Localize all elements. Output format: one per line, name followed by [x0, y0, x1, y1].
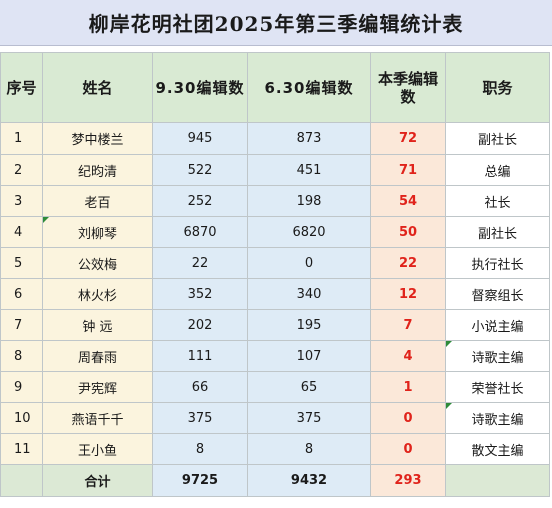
name-cell[interactable]: 燕语千千 — [42, 402, 153, 434]
quarter-count-cell[interactable]: 12 — [370, 278, 446, 310]
jun-count-cell[interactable]: 8 — [247, 433, 371, 465]
sep-count-cell[interactable]: 352 — [152, 278, 248, 310]
seq-cell[interactable]: 1 — [0, 122, 43, 155]
header-jun-count[interactable]: 6.30编辑数 — [247, 52, 371, 123]
quarter-count-cell[interactable]: 0 — [370, 433, 446, 465]
table-row: 4 刘柳琴 6870 6820 50 副社长 — [0, 216, 550, 248]
quarter-count-cell[interactable]: 22 — [370, 247, 446, 279]
sep-count-cell[interactable]: 6870 — [152, 216, 248, 248]
name-cell[interactable]: 周春雨 — [42, 340, 153, 372]
seq-cell[interactable]: 5 — [0, 247, 43, 279]
role-cell[interactable]: 执行社长 — [445, 247, 550, 279]
sep-count-cell[interactable]: 8 — [152, 433, 248, 465]
quarter-count-cell[interactable]: 7 — [370, 309, 446, 341]
table-row: 5 公效梅 22 0 22 执行社长 — [0, 247, 550, 279]
table-row: 3 老百 252 198 54 社长 — [0, 185, 550, 217]
sep-count-cell[interactable]: 202 — [152, 309, 248, 341]
quarter-count-cell[interactable]: 1 — [370, 371, 446, 403]
total-row: 合计 9725 9432 293 — [0, 464, 550, 497]
table-row: 10 燕语千千 375 375 0 诗歌主编 — [0, 402, 550, 434]
role-cell[interactable]: 诗歌主编 — [445, 402, 550, 434]
role-cell[interactable]: 副社长 — [445, 122, 550, 155]
jun-count-cell[interactable]: 107 — [247, 340, 371, 372]
role-cell[interactable]: 督察组长 — [445, 278, 550, 310]
total-jun-count[interactable]: 9432 — [247, 464, 371, 497]
name-cell[interactable]: 老百 — [42, 185, 153, 217]
jun-count-cell[interactable]: 65 — [247, 371, 371, 403]
total-label[interactable]: 合计 — [42, 464, 153, 497]
seq-cell[interactable]: 4 — [0, 216, 43, 248]
name-cell[interactable]: 王小鱼 — [42, 433, 153, 465]
role-cell[interactable]: 荣誉社长 — [445, 371, 550, 403]
role-cell[interactable]: 诗歌主编 — [445, 340, 550, 372]
sep-count-cell[interactable]: 522 — [152, 154, 248, 186]
spacer — [0, 46, 552, 52]
header-role[interactable]: 职务 — [445, 52, 550, 123]
seq-cell[interactable]: 3 — [0, 185, 43, 217]
table-row: 8 周春雨 111 107 4 诗歌主编 — [0, 340, 550, 372]
edit-stats-table: 序号 姓名 9.30编辑数 6.30编辑数 本季编辑数 职务 1 梦中楼兰 945 8… — [0, 52, 550, 497]
quarter-count-cell[interactable]: 54 — [370, 185, 446, 217]
name-cell[interactable]: 公效梅 — [42, 247, 153, 279]
quarter-count-cell[interactable]: 4 — [370, 340, 446, 372]
total-role-cell[interactable] — [445, 464, 550, 497]
sep-count-cell[interactable]: 111 — [152, 340, 248, 372]
total-quarter-count[interactable]: 293 — [370, 464, 446, 497]
table-row: 1 梦中楼兰 945 873 72 副社长 — [0, 122, 550, 155]
table-row: 6 林火杉 352 340 12 督察组长 — [0, 278, 550, 310]
jun-count-cell[interactable]: 873 — [247, 122, 371, 155]
seq-cell[interactable]: 10 — [0, 402, 43, 434]
quarter-count-cell[interactable]: 72 — [370, 122, 446, 155]
jun-count-cell[interactable]: 0 — [247, 247, 371, 279]
role-cell[interactable]: 散文主编 — [445, 433, 550, 465]
jun-count-cell[interactable]: 340 — [247, 278, 371, 310]
jun-count-cell[interactable]: 198 — [247, 185, 371, 217]
seq-cell[interactable]: 7 — [0, 309, 43, 341]
name-cell[interactable]: 钟 远 — [42, 309, 153, 341]
jun-count-cell[interactable]: 6820 — [247, 216, 371, 248]
seq-cell[interactable]: 6 — [0, 278, 43, 310]
sep-count-cell[interactable]: 252 — [152, 185, 248, 217]
sep-count-cell[interactable]: 22 — [152, 247, 248, 279]
role-cell[interactable]: 社长 — [445, 185, 550, 217]
name-cell[interactable]: 林火杉 — [42, 278, 153, 310]
role-cell[interactable]: 小说主编 — [445, 309, 550, 341]
sep-count-cell[interactable]: 66 — [152, 371, 248, 403]
header-sep-count[interactable]: 9.30编辑数 — [152, 52, 248, 123]
role-cell[interactable]: 副社长 — [445, 216, 550, 248]
header-row: 序号 姓名 9.30编辑数 6.30编辑数 本季编辑数 职务 — [0, 52, 550, 123]
sep-count-cell[interactable]: 945 — [152, 122, 248, 155]
seq-cell[interactable]: 11 — [0, 433, 43, 465]
table-row: 11 王小鱼 8 8 0 散文主编 — [0, 433, 550, 465]
sep-count-cell[interactable]: 375 — [152, 402, 248, 434]
quarter-count-cell[interactable]: 0 — [370, 402, 446, 434]
seq-cell[interactable]: 8 — [0, 340, 43, 372]
table-row: 2 纪昀清 522 451 71 总编 — [0, 154, 550, 186]
name-cell[interactable]: 刘柳琴 — [42, 216, 153, 248]
jun-count-cell[interactable]: 451 — [247, 154, 371, 186]
name-cell[interactable]: 纪昀清 — [42, 154, 153, 186]
jun-count-cell[interactable]: 195 — [247, 309, 371, 341]
header-name[interactable]: 姓名 — [42, 52, 153, 123]
table-body: 1 梦中楼兰 945 873 72 副社长 2 纪昀清 522 451 71 总编 3 老百 252 198 5… — [0, 122, 550, 465]
table-row: 9 尹宪辉 66 65 1 荣誉社长 — [0, 371, 550, 403]
seq-cell[interactable]: 2 — [0, 154, 43, 186]
name-cell[interactable]: 尹宪辉 — [42, 371, 153, 403]
quarter-count-cell[interactable]: 71 — [370, 154, 446, 186]
quarter-count-cell[interactable]: 50 — [370, 216, 446, 248]
header-quarter-count[interactable]: 本季编辑数 — [370, 52, 446, 123]
jun-count-cell[interactable]: 375 — [247, 402, 371, 434]
seq-cell[interactable]: 9 — [0, 371, 43, 403]
table-title: 柳岸花明社团2025年第三季编辑统计表 — [0, 0, 552, 46]
total-sep-count[interactable]: 9725 — [152, 464, 248, 497]
name-cell[interactable]: 梦中楼兰 — [42, 122, 153, 155]
role-cell[interactable]: 总编 — [445, 154, 550, 186]
header-seq[interactable]: 序号 — [0, 52, 43, 123]
total-seq-cell[interactable] — [0, 464, 43, 497]
